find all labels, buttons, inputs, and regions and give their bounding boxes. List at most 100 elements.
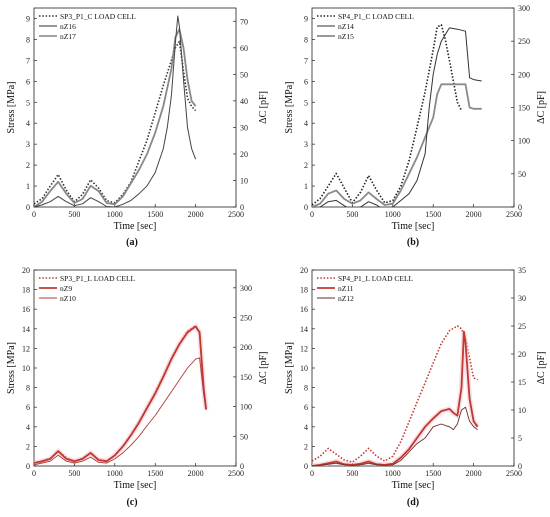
y2-tick-label: 10 (240, 176, 248, 185)
x-tick-label: 1000 (385, 210, 401, 219)
y-tick-label: 9 (304, 14, 308, 23)
legend-label: nZ12 (338, 294, 354, 303)
y-tick-label: 2 (26, 161, 30, 170)
y2-axis-label: ΔC [pF] (258, 91, 269, 124)
y-tick-label: 4 (304, 119, 308, 128)
series-line-1 (312, 23, 463, 206)
y-tick-label: 5 (304, 98, 308, 107)
x-tick-label: 2000 (188, 469, 204, 478)
x-tick-label: 2500 (228, 469, 244, 478)
y-tick-label: 16 (300, 305, 308, 314)
y-tick-label: 0 (26, 203, 30, 212)
x-tick-label: 0 (310, 210, 314, 219)
series-line-2 (312, 330, 479, 466)
y-tick-label: 2 (26, 442, 30, 451)
series-line-3 (318, 27, 482, 207)
y2-tick-label: 20 (240, 150, 248, 159)
panel-1: 0 500 1000 1500 2000 250001234567890102030405… (6, 7, 269, 248)
legend-label: SP4_P1_C LOAD CELL (338, 12, 414, 21)
y-tick-label: 0 (304, 462, 308, 471)
y2-axis-label: ΔC [pF] (536, 91, 547, 124)
legend-label: SP3_P1_L LOAD CELL (60, 274, 136, 283)
y-tick-label: 20 (300, 266, 308, 275)
legend-label: nZ16 (60, 22, 76, 31)
plot-frame (33, 7, 237, 208)
x-tick-label: 500 (68, 469, 80, 478)
series-line-2 (34, 325, 207, 464)
x-tick-label: 2500 (506, 210, 522, 219)
y2-tick-label: 60 (240, 44, 248, 53)
y2-tick-label: 30 (518, 294, 526, 303)
y-tick-label: 20 (22, 266, 30, 275)
y2-tick-label: 200 (518, 70, 530, 79)
x-axis-label: Time [sec] (114, 480, 157, 491)
y-tick-label: 8 (304, 384, 308, 393)
y-axis-label: Stress [MPa] (6, 82, 17, 134)
legend-label: nZ10 (60, 294, 76, 303)
y-tick-label: 2 (304, 161, 308, 170)
y-axis-label: Stress [MPa] (284, 342, 295, 394)
y-tick-label: 1 (304, 182, 308, 191)
panel-2: 0 500 1000 1500 2000 250001234567890501001502… (284, 4, 547, 248)
series-line-3 (312, 406, 478, 466)
y-tick-label: 3 (26, 140, 30, 149)
x-axis-label: Time [sec] (392, 221, 435, 232)
x-tick-label: 2500 (228, 210, 244, 219)
y-tick-label: 6 (26, 403, 30, 412)
y2-tick-label: 50 (518, 170, 526, 179)
legend-label: nZ15 (338, 32, 354, 41)
subfigure-label: (b) (407, 237, 419, 248)
subfigure-label: (c) (126, 497, 137, 508)
y-tick-label: 12 (300, 344, 308, 353)
x-axis-label: Time [sec] (392, 480, 435, 491)
y2-tick-label: 300 (240, 284, 252, 293)
y2-tick-label: 300 (518, 4, 530, 13)
series-line-2 (312, 83, 482, 207)
legend-label: nZ14 (338, 22, 354, 31)
y-tick-label: 10 (300, 364, 308, 373)
panel-3: 0 500 1000 1500 2000 250002468101214161820050… (6, 266, 269, 508)
y2-tick-label: 250 (518, 37, 530, 46)
y-tick-label: 8 (26, 35, 30, 44)
x-tick-label: 0 (32, 210, 36, 219)
y-tick-label: 9 (26, 14, 30, 23)
series-halo (34, 322, 209, 466)
y-tick-label: 16 (22, 305, 30, 314)
y-tick-label: 14 (22, 325, 30, 334)
x-tick-label: 500 (346, 469, 358, 478)
y2-tick-label: 100 (518, 137, 530, 146)
y2-tick-label: 50 (240, 432, 248, 441)
y-tick-label: 6 (304, 77, 308, 86)
y-axis-label: Stress [MPa] (284, 82, 295, 134)
y-tick-label: 7 (304, 56, 308, 65)
y-tick-label: 6 (304, 403, 308, 412)
y2-tick-label: 70 (240, 17, 248, 26)
y2-tick-label: 30 (240, 123, 248, 132)
y2-tick-label: 0 (518, 462, 522, 471)
series-line-3 (34, 357, 207, 466)
y2-axis-label: ΔC [pF] (536, 352, 547, 385)
series-halo (312, 331, 480, 466)
x-tick-label: 1000 (385, 469, 401, 478)
y-tick-label: 18 (22, 286, 30, 295)
y2-tick-label: 20 (518, 350, 526, 359)
y-tick-label: 18 (300, 286, 308, 295)
x-tick-label: 1500 (425, 469, 441, 478)
x-tick-label: 2000 (466, 469, 482, 478)
subfigure-label: (d) (407, 497, 419, 508)
y-tick-label: 2 (304, 442, 308, 451)
y2-tick-label: 150 (518, 104, 530, 113)
y2-tick-label: 0 (240, 462, 244, 471)
y-tick-label: 1 (26, 182, 30, 191)
y2-tick-label: 25 (518, 322, 526, 331)
y-tick-label: 12 (22, 344, 30, 353)
x-tick-label: 2500 (506, 469, 522, 478)
x-tick-label: 0 (310, 469, 314, 478)
y2-tick-label: 0 (240, 203, 244, 212)
y-tick-label: 8 (304, 35, 308, 44)
x-tick-label: 2000 (188, 210, 204, 219)
x-axis-label: Time [sec] (114, 221, 157, 232)
y2-tick-label: 10 (518, 406, 526, 415)
x-tick-label: 2000 (466, 210, 482, 219)
